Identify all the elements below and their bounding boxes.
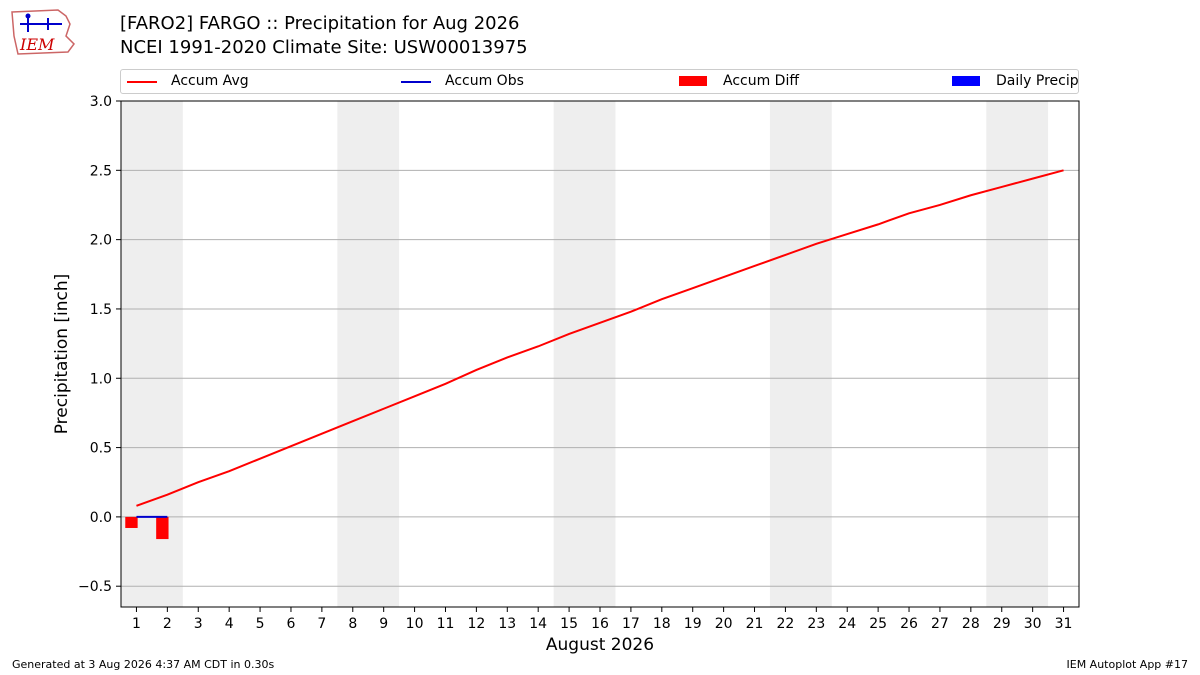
x-tick-label: 19 <box>684 616 702 632</box>
x-tick-label: 8 <box>348 616 357 632</box>
x-tick-label: 22 <box>777 616 795 632</box>
x-axis-label: August 2026 <box>546 635 654 655</box>
x-tick-label: 10 <box>406 616 424 632</box>
x-tick-label: 20 <box>715 616 733 632</box>
x-tick-label: 13 <box>498 616 516 632</box>
x-tick-label: 16 <box>591 616 609 632</box>
legend-swatch-accum-diff <box>679 76 707 86</box>
y-tick-label: 0.0 <box>90 510 112 526</box>
legend-swatch-accum-obs <box>401 81 431 83</box>
x-tick-label: 4 <box>225 616 234 632</box>
x-tick-label: 29 <box>993 616 1011 632</box>
x-tick-label: 25 <box>869 616 887 632</box>
x-tick-label: 28 <box>962 616 980 632</box>
x-tick-label: 24 <box>838 616 856 632</box>
x-tick-label: 2 <box>163 616 172 632</box>
y-tick-label: 2.5 <box>90 163 112 179</box>
x-tick-label: 21 <box>746 616 764 632</box>
x-tick-label: 30 <box>1024 616 1042 632</box>
chart-subtitle: NCEI 1991-2020 Climate Site: USW00013975 <box>120 37 528 58</box>
generated-footer: Generated at 3 Aug 2026 4:37 AM CDT in 0… <box>12 658 275 671</box>
legend-label-daily-precip: Daily Precip <box>996 73 1079 89</box>
iem-logo: IEM <box>11 9 75 55</box>
legend-swatch-daily-precip <box>952 76 980 86</box>
y-tick-label: 2.0 <box>90 233 112 249</box>
weekend-shade-0 <box>121 101 183 607</box>
chart-legend: Accum Avg Accum Obs Accum Diff Daily Pre… <box>120 69 1079 94</box>
x-tick-label: 15 <box>560 616 578 632</box>
legend-label-accum-obs: Accum Obs <box>445 73 524 89</box>
chart-title: [FARO2] FARGO :: Precipitation for Aug 2… <box>120 13 520 34</box>
legend-label-accum-diff: Accum Diff <box>723 73 800 89</box>
x-tick-label: 1 <box>132 616 141 632</box>
x-tick-label: 31 <box>1055 616 1073 632</box>
x-tick-label: 27 <box>931 616 949 632</box>
accum-diff-bar-1 <box>125 516 138 528</box>
legend-label-accum-avg: Accum Avg <box>171 73 249 89</box>
weekend-shade-1 <box>337 101 400 607</box>
accum-diff-bar-2 <box>156 516 169 540</box>
x-tick-label: 6 <box>287 616 296 632</box>
weekend-shade-3 <box>769 101 832 607</box>
x-tick-label: 18 <box>653 616 671 632</box>
x-tick-label: 11 <box>437 616 455 632</box>
x-tick-label: 5 <box>256 616 265 632</box>
x-tick-label: 17 <box>622 616 640 632</box>
weekend-shade-2 <box>553 101 616 607</box>
x-tick-label: 26 <box>900 616 918 632</box>
x-tick-label: 23 <box>807 616 825 632</box>
app-footer: IEM Autoplot App #17 <box>1066 658 1189 671</box>
x-tick-label: 3 <box>194 616 203 632</box>
y-axis-label: Precipitation [inch] <box>52 274 72 435</box>
x-tick-label: 7 <box>317 616 326 632</box>
x-tick-label: 9 <box>379 616 388 632</box>
y-tick-label: 3.0 <box>90 94 112 110</box>
y-tick-label: 1.5 <box>90 302 112 318</box>
y-tick-label: 0.5 <box>90 441 112 457</box>
x-tick-label: 14 <box>529 616 547 632</box>
logo-text: IEM <box>19 35 55 54</box>
x-tick-label: 12 <box>467 616 485 632</box>
weekend-shade-4 <box>986 101 1049 607</box>
y-tick-label: 1.0 <box>90 371 112 387</box>
legend-swatch-accum-avg <box>127 81 157 83</box>
y-tick-label: −0.5 <box>78 579 112 595</box>
